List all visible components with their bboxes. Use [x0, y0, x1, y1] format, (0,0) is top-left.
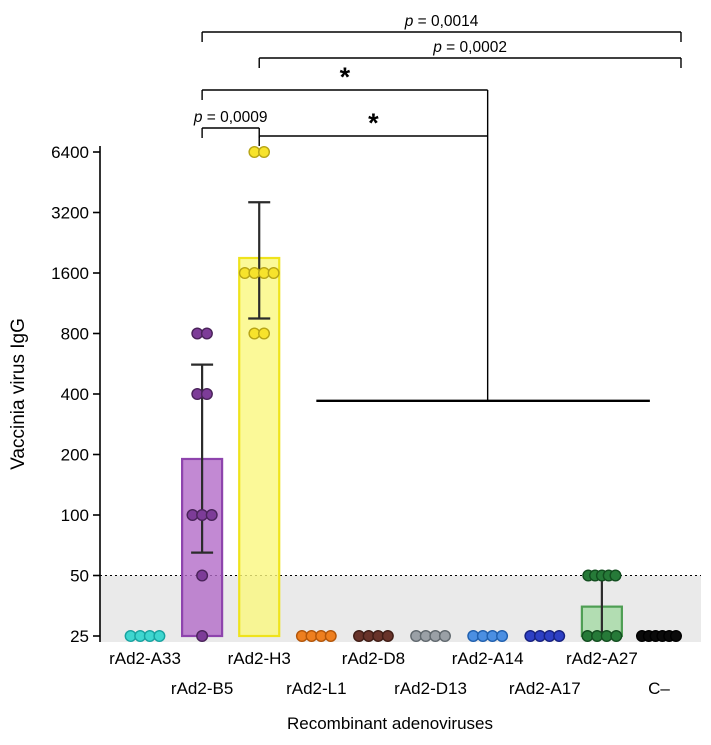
y-tick-label: 800: [61, 325, 89, 344]
chart-render-root: 25 50 100 200 400 800 1600 3200 6400 p = 0,0014 p …: [51, 13, 701, 698]
data-point: [258, 327, 271, 340]
data-point: [438, 630, 451, 643]
data-point: [496, 630, 509, 643]
x-category-label: rAd2-A17: [509, 679, 581, 698]
data-point: [258, 145, 271, 158]
data-point: [669, 630, 682, 643]
y-tick-label: 400: [61, 385, 89, 404]
x-axis-title: Recombinant adenoviruses: [287, 714, 493, 733]
y-tick-label: 3200: [51, 204, 89, 223]
data-point: [200, 327, 213, 340]
significance-bracket: p = 0,0009: [193, 109, 268, 138]
x-category-label: rAd2-A27: [566, 649, 638, 668]
data-point: [381, 630, 394, 643]
y-tick-label: 25: [70, 627, 89, 646]
p-value-label: p = 0,0014: [404, 13, 479, 30]
x-category-label: rAd2-H3: [228, 649, 291, 668]
data-point: [196, 630, 209, 643]
x-category-label: C–: [648, 679, 670, 698]
p-value-label: p = 0,0009: [193, 109, 268, 126]
y-tick-label: 1600: [51, 264, 89, 283]
significance-star: *: [368, 108, 379, 138]
data-point: [196, 569, 209, 582]
y-tick-label: 200: [61, 446, 89, 465]
x-category-label: rAd2-L1: [286, 679, 346, 698]
error-bar-rAd2-H3: [248, 201, 271, 320]
y-tick-label: 50: [70, 567, 89, 586]
data-point: [267, 267, 280, 280]
y-tick-label: 6400: [51, 143, 89, 162]
significance-bracket: p = 0,0014: [201, 13, 682, 42]
significance-bracket: *: [258, 108, 488, 146]
data-point: [324, 630, 337, 643]
y-axis-title: Vaccinia virus IgG: [8, 318, 29, 470]
y-tick-label: 100: [61, 506, 89, 525]
data-point: [200, 388, 213, 401]
x-category-label: rAd2-B5: [171, 679, 233, 698]
x-category-label: rAd2-A33: [109, 649, 181, 668]
data-point: [153, 630, 166, 643]
significance-star: *: [340, 62, 351, 92]
data-point: [609, 569, 622, 582]
p-value-label: p = 0,0002: [432, 39, 507, 56]
x-category-label: rAd2-A14: [452, 649, 524, 668]
data-point: [553, 630, 566, 643]
x-category-label: rAd2-D8: [342, 649, 405, 668]
data-point: [610, 630, 623, 643]
bar-rAd2-H3: [238, 256, 281, 638]
data-point: [205, 509, 218, 522]
significance-bracket: *: [201, 62, 488, 100]
significance-bracket: p = 0,0002: [258, 39, 682, 68]
x-category-label: rAd2-D13: [394, 679, 467, 698]
